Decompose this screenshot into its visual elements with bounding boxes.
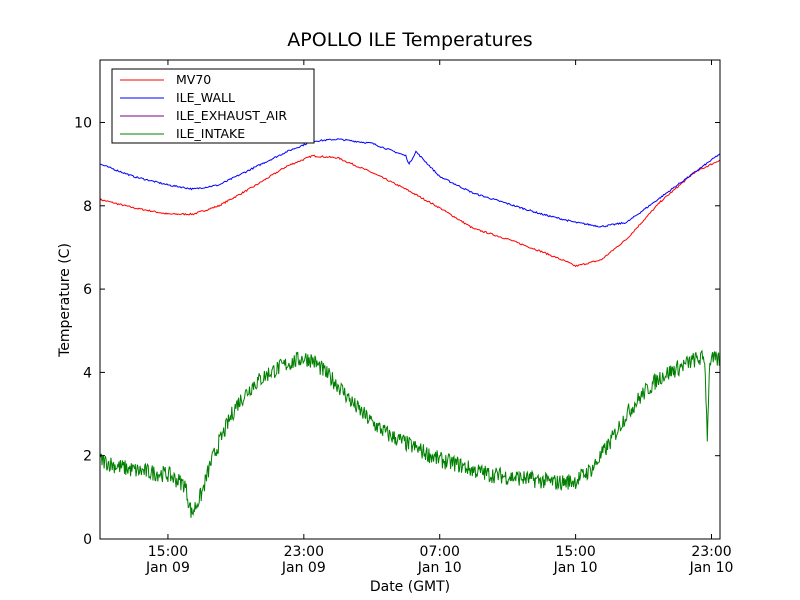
x-tick-label-date: Jan 09 — [281, 560, 326, 576]
series-layer — [99, 138, 721, 518]
x-tick-label-time: 23:00 — [691, 544, 731, 560]
series-line-ile-intake — [99, 349, 721, 518]
plot-frame — [99, 59, 721, 540]
y-tick-label: 8 — [83, 199, 92, 215]
y-axis-label: Temperature (C) — [57, 243, 73, 358]
x-axis-label: Date (GMT) — [370, 579, 450, 595]
legend-label: MV70 — [176, 72, 211, 87]
series-line-mv70 — [99, 154, 721, 268]
x-tick-label-date: Jan 10 — [417, 560, 462, 576]
x-tick-label-date: Jan 10 — [689, 560, 734, 576]
x-tick-label-date: Jan 09 — [145, 560, 190, 576]
series-line-ile-wall — [99, 138, 721, 228]
x-tick-label-date: Jan 10 — [553, 560, 598, 576]
legend-label: ILE_EXHAUST_AIR — [176, 108, 287, 123]
x-tick-label-time: 23:00 — [284, 544, 324, 560]
legend-label: ILE_WALL — [176, 90, 235, 105]
legend-box — [111, 68, 315, 144]
x-tick-label-time: 07:00 — [420, 544, 460, 560]
y-tick-label: 6 — [83, 282, 92, 298]
y-tick-label: 0 — [83, 532, 92, 548]
y-tick-label: 10 — [74, 115, 92, 131]
legend-label: ILE_INTAKE — [176, 126, 245, 141]
y-tick-label: 4 — [83, 365, 92, 381]
legend: MV70 ILE_WALL ILE_EXHAUST_AIR ILE_INTAKE — [111, 68, 315, 144]
y-tick-label: 2 — [83, 449, 92, 465]
x-tick-label-time: 15:00 — [555, 544, 595, 560]
chart-title: APOLLO ILE Temperatures — [287, 29, 532, 51]
x-tick-label-time: 15:00 — [148, 544, 188, 560]
